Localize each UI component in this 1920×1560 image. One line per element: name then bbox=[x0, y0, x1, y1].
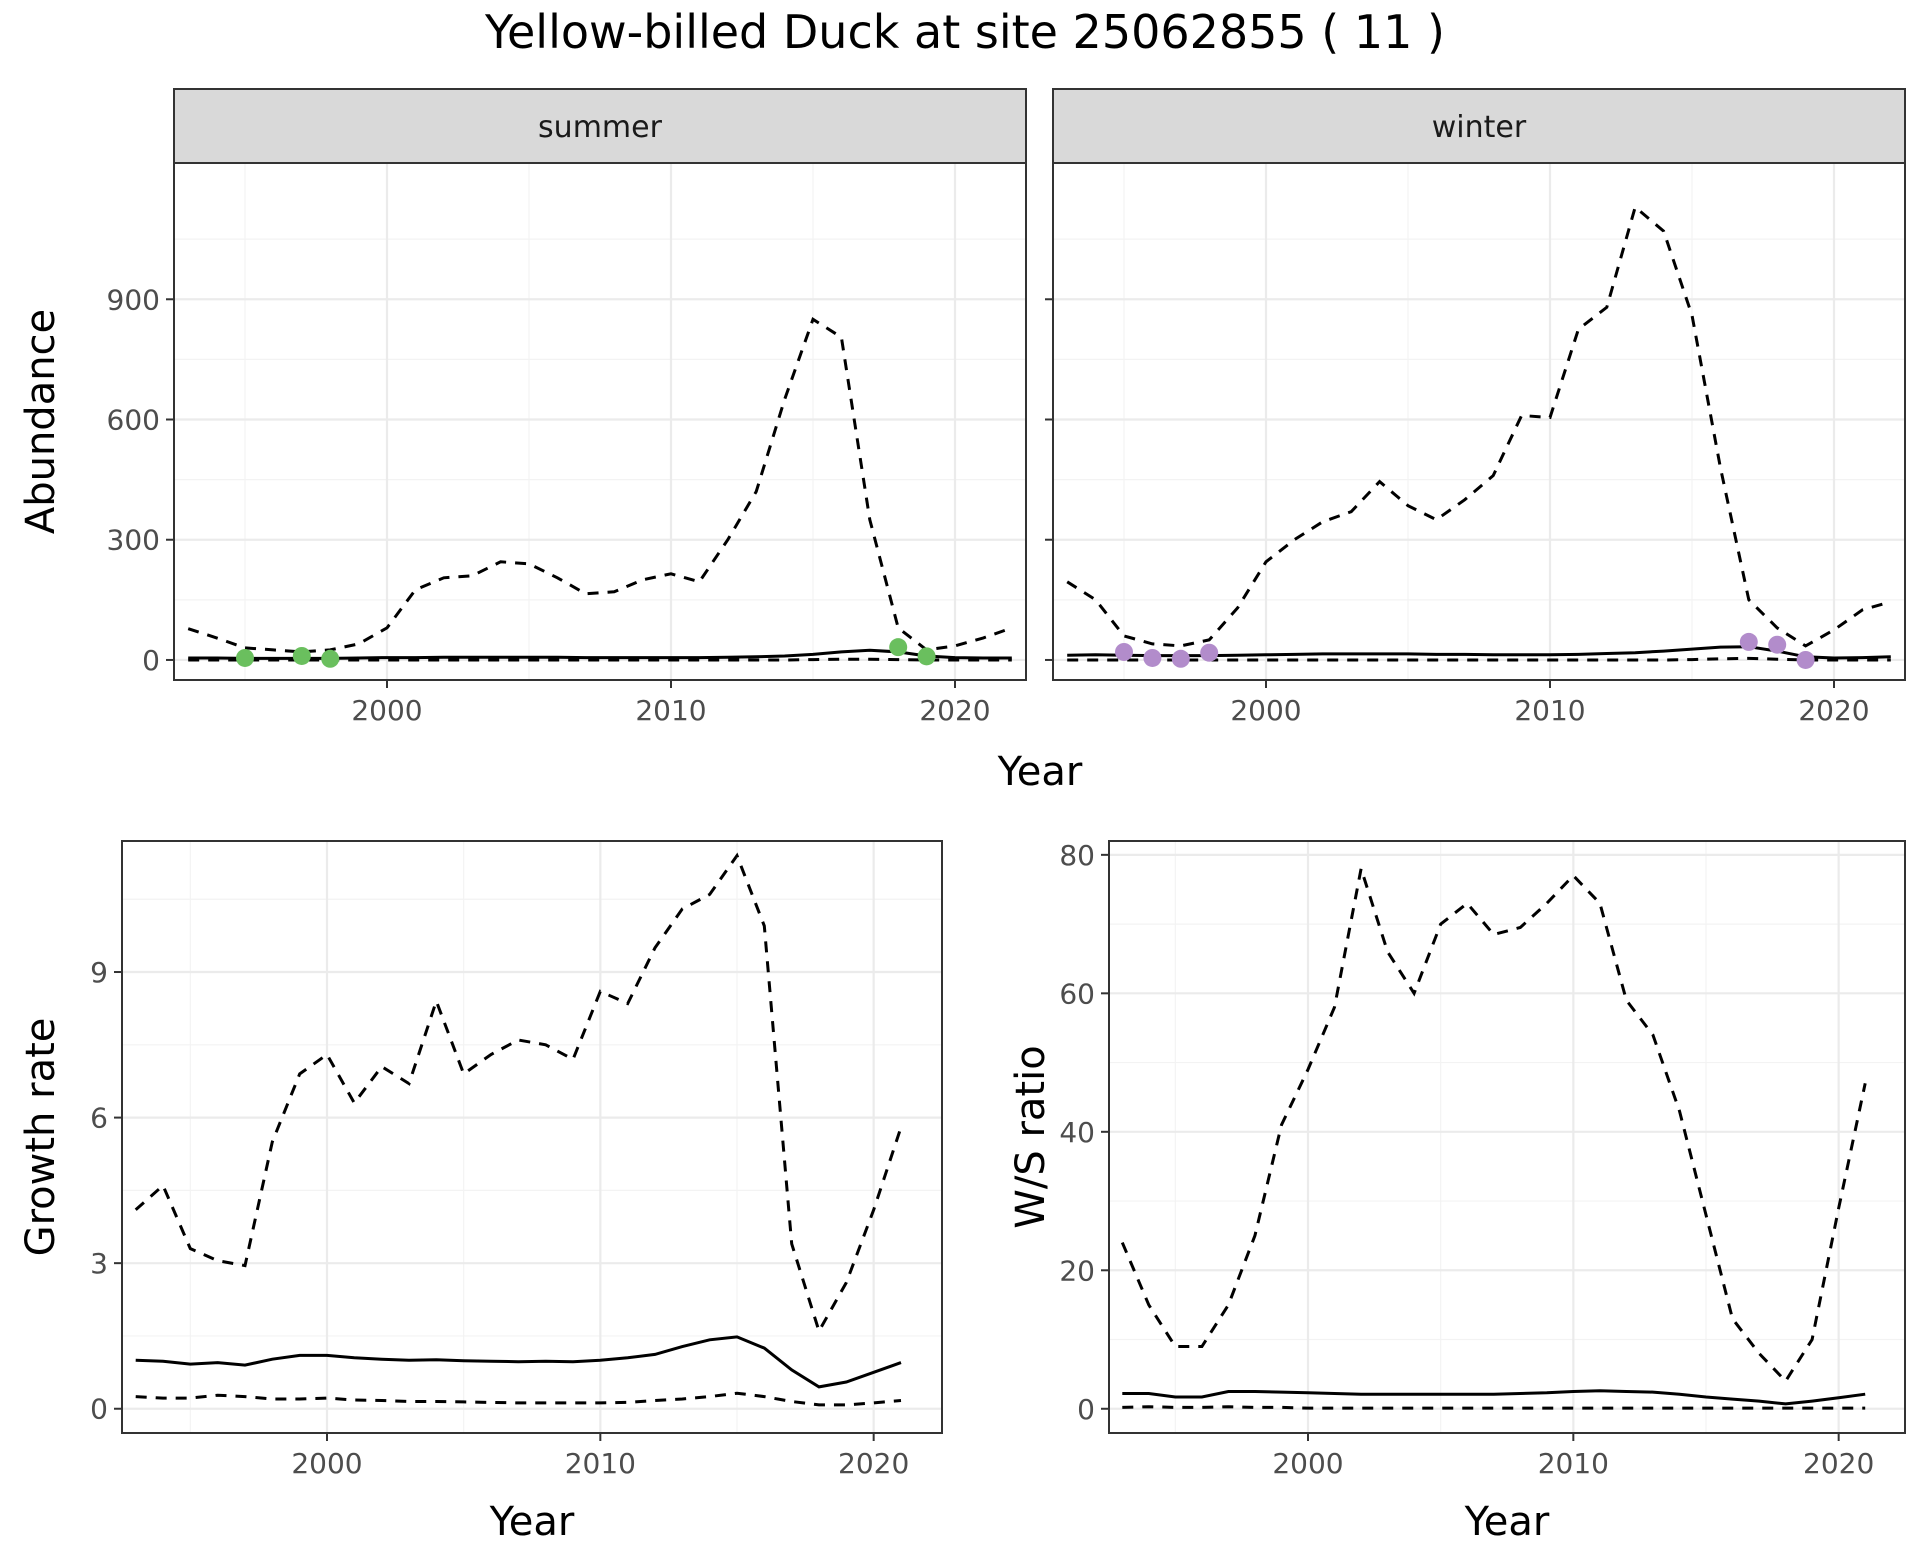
panel-abundance-winter: winter 2000 2010 2020 bbox=[1045, 88, 1906, 727]
y-tick-label: 0 bbox=[90, 1393, 108, 1426]
x-tick-label: 2000 bbox=[1230, 694, 1301, 727]
y-tick-label: 80 bbox=[1059, 839, 1095, 872]
series-line-upper bbox=[1066, 204, 1892, 648]
plot-area bbox=[122, 841, 942, 1433]
x-axis-title: Year bbox=[1464, 1499, 1550, 1545]
plot-area bbox=[1109, 841, 1905, 1433]
plot-area bbox=[174, 163, 1026, 680]
series-line-lower bbox=[188, 657, 1012, 662]
data-point bbox=[889, 638, 908, 657]
series-line-upper bbox=[134, 852, 903, 1335]
x-axis-title: Year bbox=[489, 1499, 575, 1545]
data-point bbox=[917, 647, 936, 666]
panel-border bbox=[1108, 840, 1906, 1434]
panel-ws-ratio: 2000 2010 2020 0 20 40 60 80 W/S ratio Year bbox=[1008, 839, 1906, 1545]
data-point bbox=[1796, 650, 1815, 669]
y-tick-label: 600 bbox=[107, 403, 160, 436]
x-tick-label: 2020 bbox=[1798, 694, 1869, 727]
y-axis-title: Growth rate bbox=[18, 1018, 64, 1257]
facet-label: summer bbox=[538, 110, 663, 145]
panel-abundance-summer: summer 2000 2010 2020 0 300 600 900 Abundance bbox=[18, 88, 1027, 727]
facet-label: winter bbox=[1432, 110, 1527, 145]
y-tick-label: 9 bbox=[90, 956, 108, 989]
x-tick-label: 2020 bbox=[838, 1447, 909, 1480]
y-tick-label: 0 bbox=[142, 644, 160, 677]
data-point bbox=[1171, 649, 1190, 668]
series-line-lower bbox=[135, 1391, 902, 1407]
chart-title: Yellow-billed Duck at site 25062855 ( 11… bbox=[484, 5, 1445, 59]
y-tick-label: 900 bbox=[107, 283, 160, 316]
x-tick-label: 2010 bbox=[1514, 694, 1585, 727]
y-axis-title: Abundance bbox=[18, 309, 64, 534]
y-tick-label: 20 bbox=[1059, 1254, 1095, 1287]
data-point bbox=[1739, 632, 1758, 651]
data-point bbox=[1200, 643, 1219, 662]
y-tick-label: 40 bbox=[1059, 1116, 1095, 1149]
x-tick-label: 2000 bbox=[351, 694, 422, 727]
series-line-lower bbox=[1067, 656, 1891, 662]
plot-area bbox=[1053, 163, 1905, 680]
series-line-mean bbox=[135, 1335, 902, 1389]
y-axis-title: W/S ratio bbox=[1008, 1045, 1054, 1228]
series-line-lower bbox=[1122, 1405, 1866, 1410]
x-tick-label: 2010 bbox=[635, 694, 706, 727]
y-tick-label: 300 bbox=[107, 524, 160, 557]
x-tick-label: 2010 bbox=[1538, 1447, 1609, 1480]
data-point bbox=[321, 649, 340, 668]
x-tick-label: 2020 bbox=[919, 694, 990, 727]
data-point bbox=[236, 648, 254, 667]
data-point bbox=[1115, 642, 1133, 661]
series-line-upper bbox=[187, 317, 1013, 654]
y-tick-label: 6 bbox=[90, 1102, 108, 1135]
y-tick-label: 60 bbox=[1059, 977, 1095, 1010]
facet-strip bbox=[1052, 88, 1906, 164]
panel-growth-rate: 2000 2010 2020 0 3 6 9 Growth rate Year bbox=[18, 840, 943, 1545]
data-point bbox=[292, 646, 311, 665]
data-point bbox=[1768, 635, 1787, 654]
data-point bbox=[1143, 648, 1162, 667]
x-tick-label: 2000 bbox=[291, 1447, 362, 1480]
facet-strip bbox=[173, 88, 1027, 164]
series-line-mean bbox=[1122, 1389, 1866, 1406]
x-tick-label: 2010 bbox=[565, 1447, 636, 1480]
panel-border bbox=[121, 840, 943, 1434]
y-tick-label: 0 bbox=[1077, 1393, 1095, 1426]
y-tick-label: 3 bbox=[90, 1247, 108, 1280]
x-tick-label: 2000 bbox=[1272, 1447, 1343, 1480]
x-axis-title-top: Year bbox=[997, 749, 1083, 795]
series-line-upper bbox=[1120, 868, 1867, 1384]
x-tick-label: 2020 bbox=[1803, 1447, 1874, 1480]
